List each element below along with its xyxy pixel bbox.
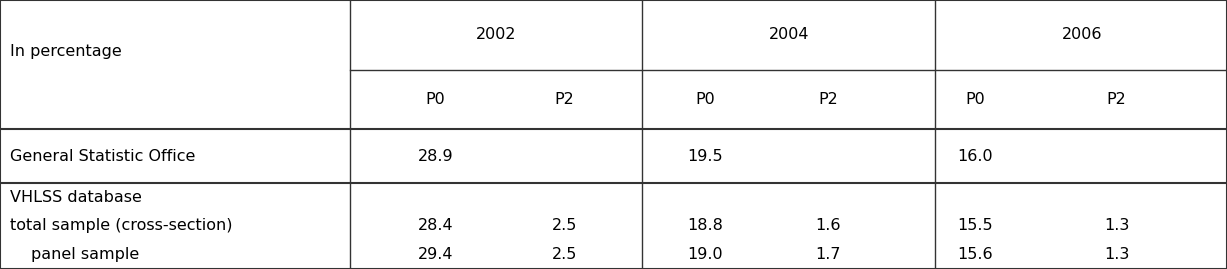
Text: 1.3: 1.3 [1104, 218, 1129, 233]
Text: 15.5: 15.5 [957, 218, 994, 233]
Text: 19.0: 19.0 [687, 247, 724, 262]
Text: 19.5: 19.5 [687, 148, 724, 164]
Text: P2: P2 [1107, 92, 1126, 107]
Text: 2002: 2002 [475, 27, 517, 43]
Text: P0: P0 [426, 92, 445, 107]
Text: 15.6: 15.6 [957, 247, 994, 262]
Text: 2004: 2004 [768, 27, 810, 43]
Text: 2006: 2006 [1061, 27, 1103, 43]
Text: P2: P2 [555, 92, 574, 107]
Text: 28.9: 28.9 [417, 148, 454, 164]
Text: 29.4: 29.4 [418, 247, 453, 262]
Text: 28.4: 28.4 [417, 218, 454, 233]
Text: 2.5: 2.5 [552, 247, 577, 262]
Text: In percentage: In percentage [10, 44, 121, 59]
Text: 1.7: 1.7 [816, 247, 840, 262]
Text: 2.5: 2.5 [552, 218, 577, 233]
Text: P0: P0 [696, 92, 715, 107]
Text: 18.8: 18.8 [687, 218, 724, 233]
Text: P0: P0 [966, 92, 985, 107]
Text: VHLSS database: VHLSS database [10, 190, 141, 205]
Text: P2: P2 [818, 92, 838, 107]
Text: General Statistic Office: General Statistic Office [10, 148, 195, 164]
Text: 16.0: 16.0 [957, 148, 994, 164]
Text: panel sample: panel sample [31, 247, 139, 262]
Text: 1.3: 1.3 [1104, 247, 1129, 262]
Text: total sample (cross-section): total sample (cross-section) [10, 218, 232, 233]
Text: 1.6: 1.6 [816, 218, 840, 233]
